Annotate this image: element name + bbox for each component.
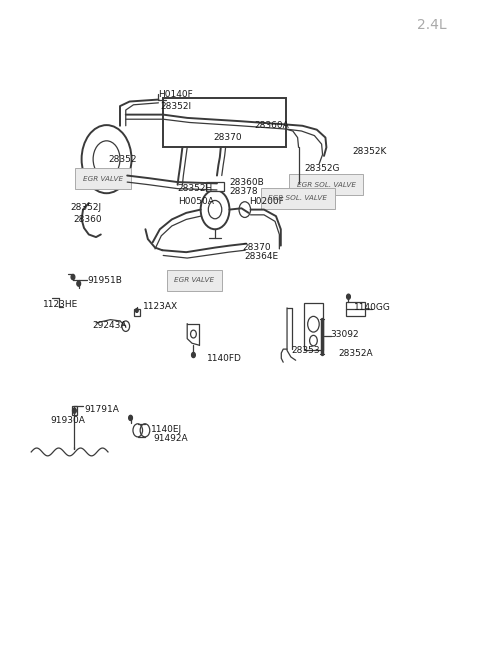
Text: 2.4L: 2.4L	[417, 18, 446, 31]
Text: 28360: 28360	[73, 215, 102, 224]
Text: 28370: 28370	[214, 133, 242, 142]
Text: H0050A: H0050A	[179, 196, 215, 206]
Circle shape	[135, 309, 138, 312]
Text: 91951B: 91951B	[88, 276, 123, 285]
Text: 28352I: 28352I	[161, 102, 192, 111]
Text: EGR SOL. VALVE: EGR SOL. VALVE	[268, 195, 327, 202]
Circle shape	[71, 274, 75, 280]
Text: H0200F: H0200F	[249, 196, 283, 206]
Text: 28352G: 28352G	[305, 164, 340, 173]
Text: 28352H: 28352H	[178, 184, 213, 193]
Text: 28360B: 28360B	[229, 178, 264, 187]
Text: 28352J: 28352J	[71, 203, 102, 212]
Text: 28370: 28370	[242, 243, 271, 252]
Text: 1140FD: 1140FD	[207, 354, 242, 363]
Text: 28352: 28352	[108, 155, 136, 164]
Bar	[72, 406, 77, 415]
Text: 91791A: 91791A	[84, 405, 119, 414]
Text: EGR SOL. VALVE: EGR SOL. VALVE	[297, 181, 356, 188]
Text: 28378: 28378	[229, 187, 258, 196]
Text: 1140EJ: 1140EJ	[151, 424, 182, 434]
Circle shape	[129, 415, 132, 421]
Circle shape	[72, 408, 76, 413]
Text: 1123HE: 1123HE	[43, 300, 78, 309]
Text: 28352A: 28352A	[338, 349, 373, 358]
FancyBboxPatch shape	[75, 168, 131, 189]
Text: H0140F: H0140F	[158, 90, 193, 100]
Text: 1140GG: 1140GG	[354, 303, 391, 312]
Text: 28364E: 28364E	[245, 252, 279, 261]
Bar	[346, 302, 365, 316]
Circle shape	[347, 294, 350, 299]
Text: 28360A: 28360A	[254, 121, 289, 130]
Bar	[134, 309, 140, 316]
Text: EGR VALVE: EGR VALVE	[174, 277, 215, 284]
Circle shape	[77, 281, 81, 286]
Text: 91492A: 91492A	[154, 434, 188, 443]
Circle shape	[192, 352, 195, 358]
Text: 91930A: 91930A	[50, 416, 85, 425]
FancyBboxPatch shape	[261, 188, 335, 209]
Bar	[163, 98, 286, 147]
Text: EGR VALVE: EGR VALVE	[83, 176, 123, 182]
Bar	[304, 303, 323, 350]
FancyBboxPatch shape	[289, 174, 363, 195]
Text: 29243A: 29243A	[93, 321, 127, 330]
FancyBboxPatch shape	[167, 270, 222, 291]
Text: 1123AX: 1123AX	[143, 302, 178, 311]
Text: 28353: 28353	[291, 346, 320, 355]
Text: 33092: 33092	[330, 329, 359, 339]
Text: 28352K: 28352K	[353, 147, 387, 157]
Bar	[206, 182, 224, 191]
